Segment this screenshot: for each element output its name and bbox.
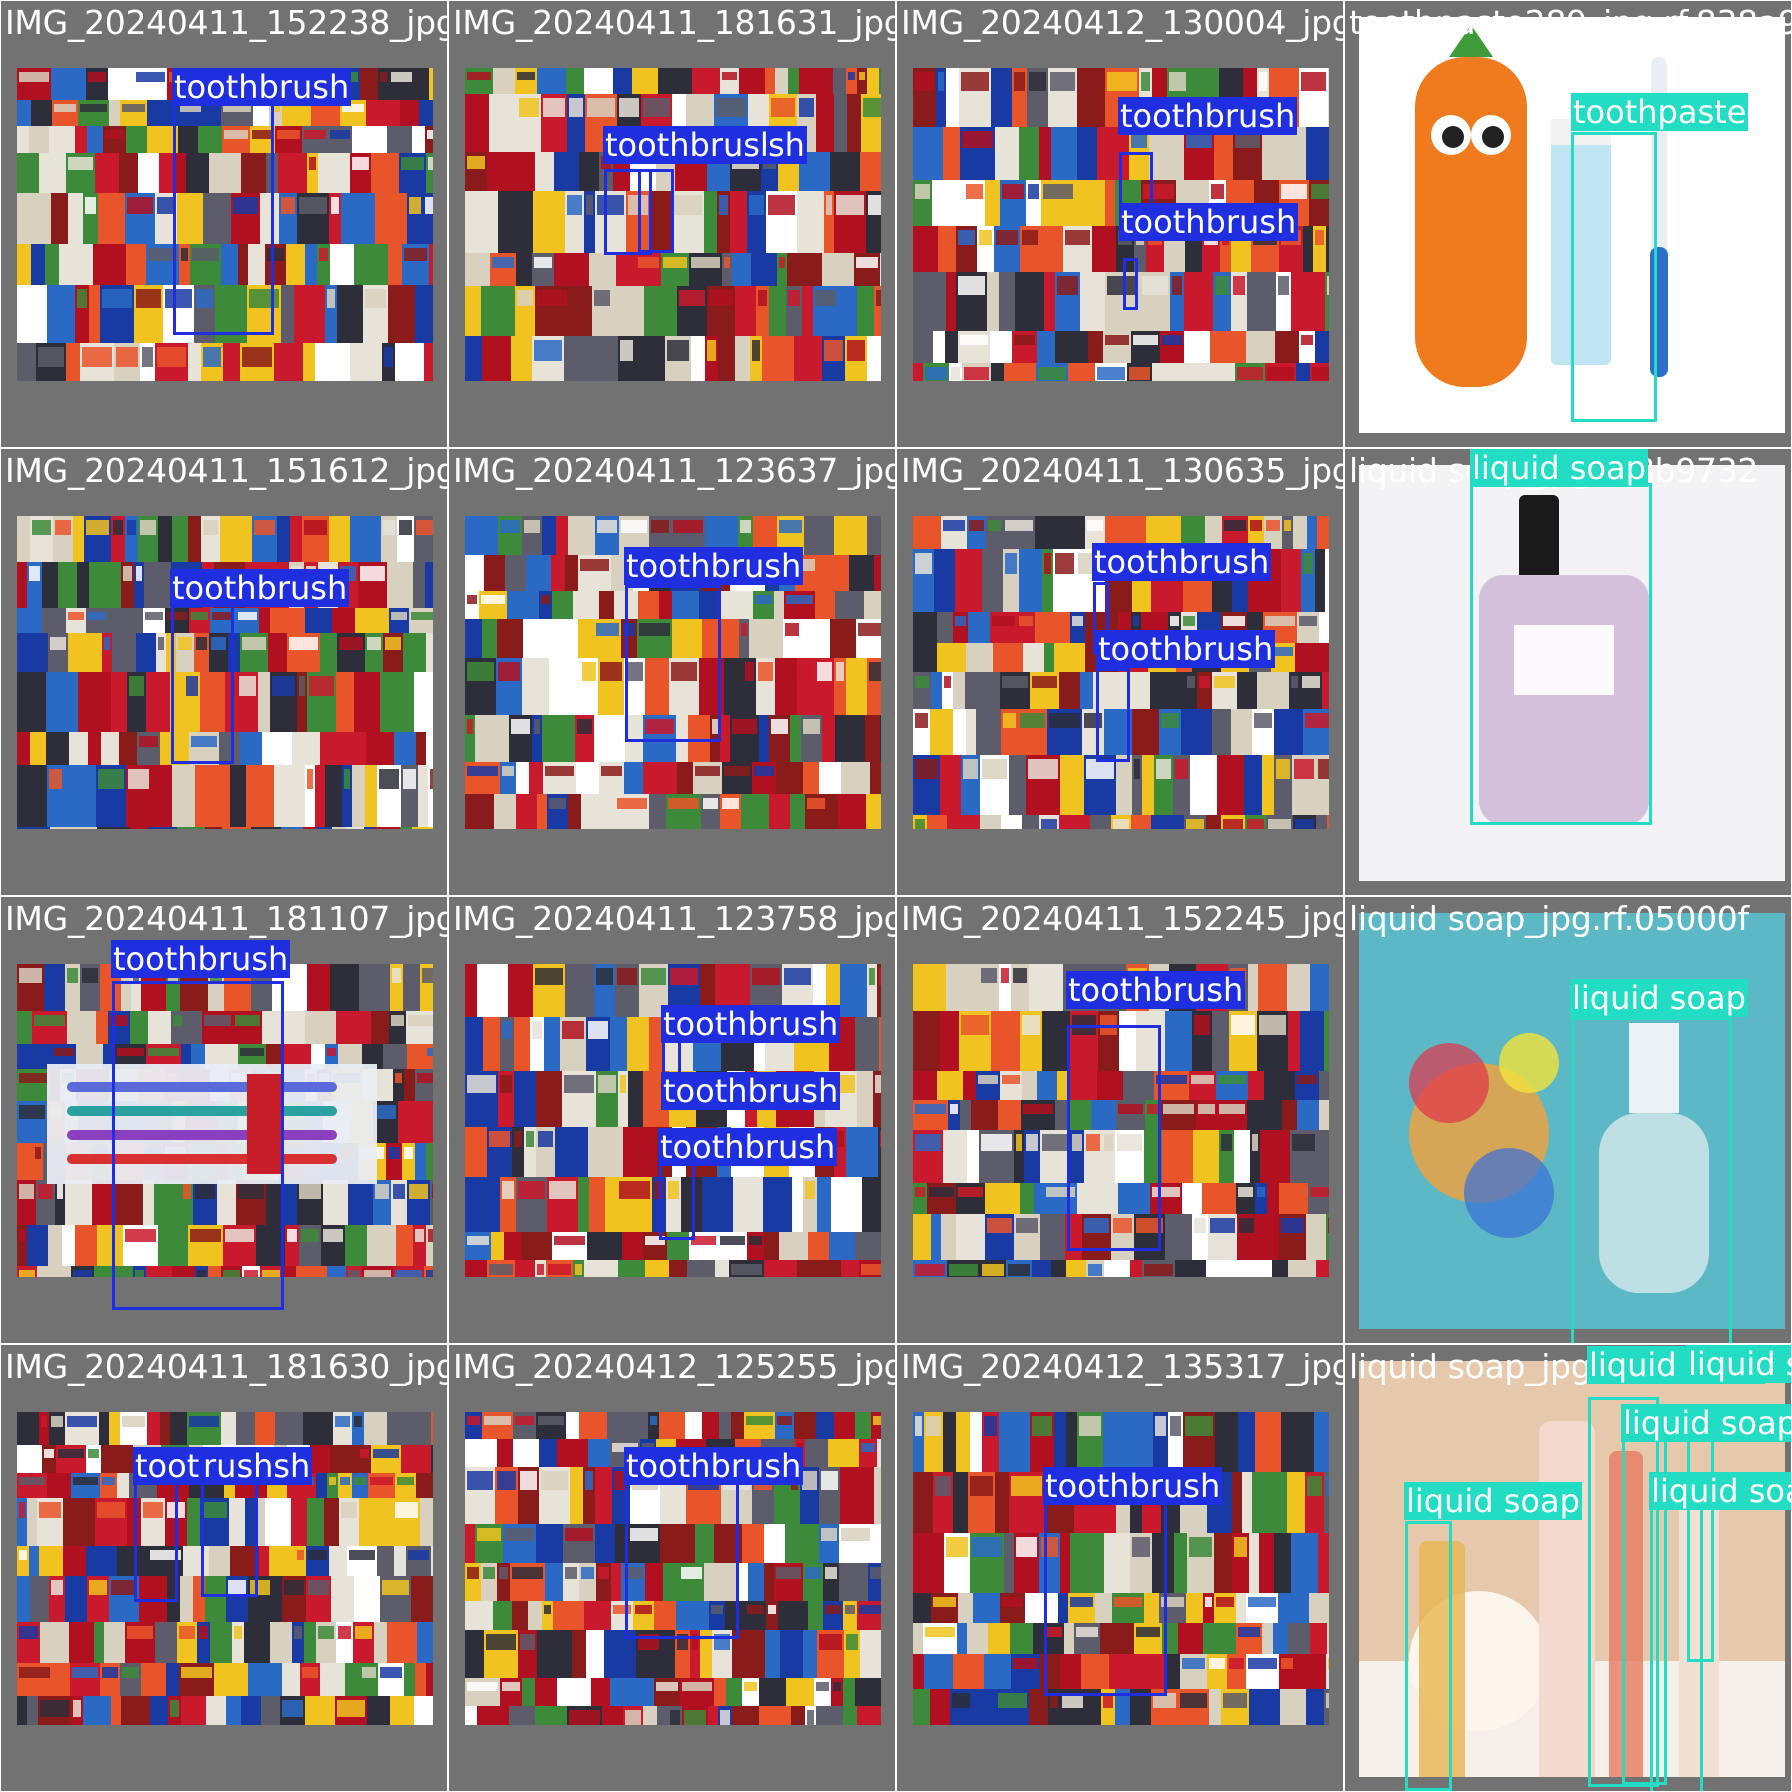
tile-filename: IMG_20240411_123637_jpg.rf.3 — [453, 451, 895, 490]
tile-filename: IMG_20240411_181630_jpg.rf.e — [5, 1347, 447, 1386]
mosaic-tile: IMG_20240411_152245_jpg.rf.8 toothbrush — [896, 896, 1344, 1344]
detection-label: liquid soap — [1649, 1472, 1791, 1510]
tile-filename: IMG_20240411_123758_jpg.rf.9 — [453, 899, 895, 938]
detection-label: liquid soap — [1686, 1345, 1791, 1383]
detection-label: toothbrush — [111, 940, 291, 978]
detection-label: toothbrush — [1119, 203, 1299, 241]
detection-label: toothbrush — [172, 68, 352, 106]
detection-box — [1588, 1397, 1659, 1787]
detection-box — [201, 1481, 258, 1597]
mosaic-tile: IMG_20240412_130004_jpg.rf.6 toothbrush to… — [896, 0, 1344, 448]
tile-photo — [1359, 465, 1785, 881]
mosaic-tile: IMG_20240411_123758_jpg.rf.9 toothbrush to… — [448, 896, 896, 1344]
detection-box — [604, 169, 652, 255]
mosaic-tile: IMG_20240411_152238_jpg.rf.3 toothbrush — [0, 0, 448, 448]
detection-label: toothbrush — [658, 1128, 838, 1166]
mosaic-tile: IMG_20240411_130635_jpg.rf.8 toothbrush to… — [896, 448, 1344, 896]
detection-label: toothbrush — [624, 547, 804, 585]
detection-label: toothbrush — [603, 126, 783, 164]
detection-label: liquid soap — [1404, 1482, 1582, 1520]
detection-label: toothbrush — [170, 569, 350, 607]
detection-box — [1096, 668, 1130, 762]
detection-box — [625, 1481, 739, 1639]
tile-filename: IMG_20240411_152245_jpg.rf.8 — [901, 899, 1343, 938]
detection-box — [1044, 1502, 1167, 1696]
detection-label: toothbrush — [1043, 1467, 1223, 1505]
detection-label: toothbrush — [1096, 630, 1276, 668]
detection-label: toothpaste — [1571, 93, 1749, 131]
detection-box — [112, 981, 284, 1310]
mosaic-tile: liquid soap_jpg.rf.c60c liquid soap liquid… — [1344, 1344, 1792, 1792]
detection-box — [173, 102, 274, 335]
detection-label: rush — [201, 1447, 276, 1485]
mosaic-tile: IMG_20240411_181630_jpg.rf.etoothbrushru… — [0, 1344, 448, 1792]
detection-box — [1067, 1025, 1161, 1251]
tile-filename: IMG_20240411_130635_jpg.rf.8 — [901, 451, 1343, 490]
detection-label: sh — [766, 126, 807, 164]
detection-box — [1571, 132, 1657, 422]
tile-photo — [17, 964, 433, 1277]
tile-filename: IMG_20240411_152238_jpg.rf.3 — [5, 3, 447, 42]
mosaic-tile: IMG_20240412_125255_jpg.rf.c toothbrush — [448, 1344, 896, 1792]
tile-filename: IMG_20240411_181107_jpg.rf.9 — [5, 899, 447, 938]
detection-label: liquid soap — [1570, 979, 1748, 1017]
mosaic-tile: IMG_20240411_181107_jpg.rf.9toothbrush — [0, 896, 448, 1344]
tile-filename: toothpaste289_jpg.rf.838a9f — [1349, 3, 1792, 42]
mosaic-tile: liquid soap_jpg.rf.8b9732liquid soap — [1344, 448, 1792, 896]
detection-label: toothbrush — [1066, 971, 1246, 1009]
detection-box — [1650, 1475, 1703, 1791]
detection-label: toothbrush — [661, 1005, 841, 1043]
detection-box — [1470, 483, 1652, 825]
detection-box — [134, 1482, 178, 1602]
tile-filename: IMG_20240412_125255_jpg.rf.c — [453, 1347, 895, 1386]
detection-label: toothbrush — [661, 1072, 841, 1110]
detection-label: toothbrush — [624, 1447, 804, 1485]
detection-label: liquid soap — [1621, 1404, 1791, 1442]
mosaic-tile: IMG_20240411_151612_jpg.rf.f toothbrush — [0, 448, 448, 896]
detection-box — [171, 603, 234, 764]
tile-photo — [913, 1412, 1329, 1725]
detection-label: toothbrush — [1118, 97, 1298, 135]
tile-filename: IMG_20240411_151612_jpg.rf.f — [5, 451, 447, 490]
mosaic-tile: IMG_20240412_135317_jpg.rf.d toothbrush — [896, 1344, 1344, 1792]
tile-filename: IMG_20240412_135317_jpg.rf.d — [901, 1347, 1343, 1386]
detection-label: toothbrush — [1092, 543, 1272, 581]
detection-box — [1405, 1521, 1452, 1791]
detection-label: liquid soap — [1470, 449, 1648, 487]
detection-box — [625, 585, 721, 742]
mosaic-tile: IMG_20240411_123637_jpg.rf.3 toothbrush — [448, 448, 896, 896]
detection-box — [1571, 1017, 1732, 1343]
tile-filename: IMG_20240412_130004_jpg.rf.6 — [901, 3, 1343, 42]
mosaic-tile: toothpaste289_jpg.rf.838a9f toothpaste — [1344, 0, 1792, 448]
detection-box — [638, 169, 674, 253]
tile-filename: liquid soap_jpg.rf.05000f — [1349, 899, 1749, 938]
detection-box — [1123, 258, 1138, 310]
tile-filename: IMG_20240411_181631_jpg.rf.c — [453, 3, 895, 42]
